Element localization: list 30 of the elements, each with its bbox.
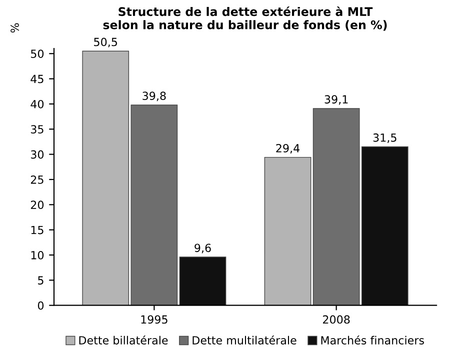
x-tick-label: 1995: [141, 315, 168, 324]
legend-label: Marchés financiers: [321, 335, 424, 345]
y-tick-label: 5: [38, 276, 44, 285]
bar: [82, 50, 130, 306]
y-tick-label: 50: [30, 50, 44, 58]
y-axis-title: %: [10, 23, 19, 33]
bar: [361, 146, 408, 306]
y-tick-label: 0: [38, 301, 44, 310]
legend-label: Dette billatérale: [79, 335, 168, 345]
bar: [130, 104, 178, 306]
y-tick-label: 35: [30, 125, 44, 134]
legend-label: Dette multilatérale: [192, 335, 296, 345]
data-label: 39,8: [142, 92, 166, 102]
bar: [179, 256, 226, 306]
bar: [264, 156, 312, 306]
data-label: 31,5: [373, 133, 396, 143]
data-label: 9,6: [194, 244, 211, 254]
data-label: 39,1: [324, 95, 348, 105]
y-tick-label: 10: [31, 250, 44, 260]
y-tick-label: 15: [31, 226, 44, 234]
y-tick-label: 40: [30, 100, 44, 108]
y-tick-label: 45: [30, 74, 44, 84]
data-label: 29,4: [276, 144, 300, 154]
y-tick-label: 30: [30, 150, 44, 159]
x-tick-label: 2008: [322, 315, 350, 324]
chart-title: Structure de la dette extérieure à MLT selon la nature du bailleur de fonds (en %): [103, 6, 387, 31]
y-tick-label: 25: [30, 175, 44, 184]
y-tick-label: 20: [30, 200, 44, 210]
data-label: 50,5: [94, 38, 118, 48]
bar: [312, 108, 360, 306]
